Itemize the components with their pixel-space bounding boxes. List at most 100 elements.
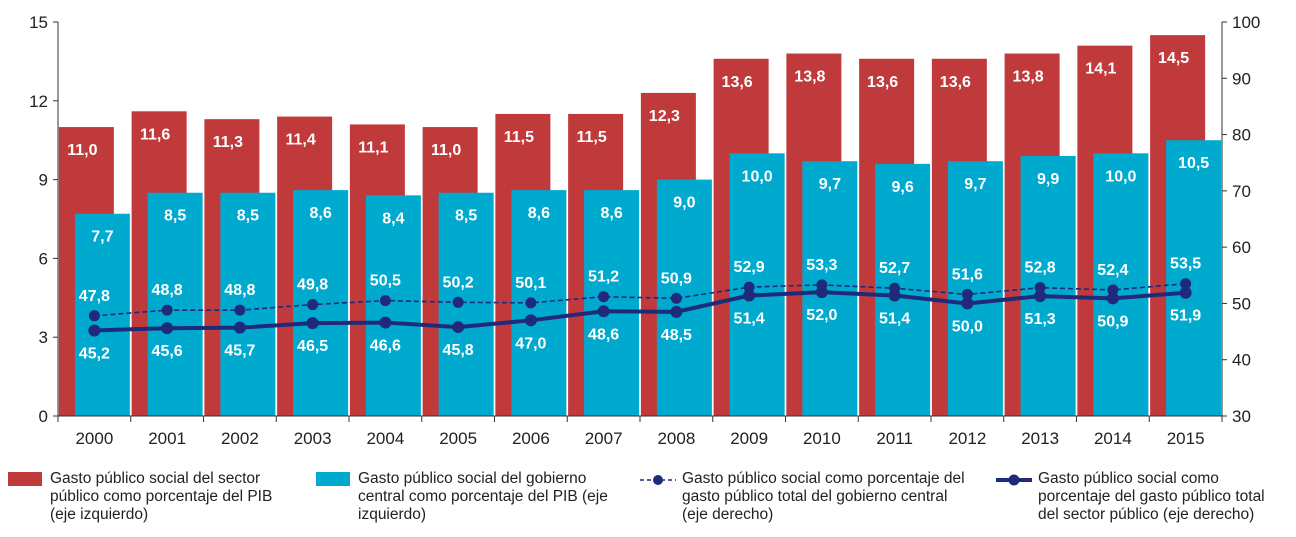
data-label-red: 11,4 <box>285 132 315 149</box>
data-label-red: 12,3 <box>649 108 680 125</box>
point-dashed-series <box>743 281 755 293</box>
point-dashed-series <box>1180 278 1192 290</box>
data-label-cyan: 9,0 <box>673 195 695 212</box>
data-label-cyan: 8,5 <box>164 208 186 225</box>
point-solid-series <box>961 297 974 310</box>
data-label-cyan: 8,6 <box>310 205 332 222</box>
x-tick-label: 2009 <box>730 429 768 448</box>
point-dashed-series <box>88 310 100 322</box>
line-gobierno-central-dashed <box>94 282 1186 317</box>
data-label-red: 13,6 <box>722 74 753 91</box>
right-tick-label: 80 <box>1232 126 1251 145</box>
data-label-red: 14,1 <box>1085 61 1116 78</box>
data-label-dashed: 51,6 <box>952 266 983 283</box>
data-label-red: 13,6 <box>940 74 971 91</box>
bar-gobierno-central <box>220 192 276 416</box>
data-label-solid: 51,4 <box>734 311 765 328</box>
legend-item-cyan: Gasto público social del gobierno centra… <box>316 470 636 524</box>
data-label-cyan: 8,4 <box>382 210 404 227</box>
legend-label-red: Gasto público social del sector público … <box>50 470 273 523</box>
data-label-red: 13,6 <box>867 74 898 91</box>
x-tick-label: 2007 <box>585 429 623 448</box>
data-label-solid: 51,9 <box>1170 308 1201 325</box>
data-label-solid: 51,4 <box>879 311 910 328</box>
data-label-solid: 45,2 <box>79 345 110 362</box>
data-label-dashed: 48,8 <box>224 282 255 299</box>
x-tick-label: 2001 <box>148 429 186 448</box>
data-label-cyan: 7,7 <box>91 229 113 246</box>
data-label-solid: 48,6 <box>588 326 619 343</box>
point-dashed-series <box>307 299 319 311</box>
point-solid-series <box>452 321 465 334</box>
solid-line-marker-icon <box>996 474 1032 486</box>
right-tick-label: 70 <box>1232 182 1251 201</box>
line-sector-publico-solid <box>94 290 1186 333</box>
point-solid-series <box>379 316 392 329</box>
x-tick-label: 2015 <box>1167 429 1205 448</box>
point-solid-series <box>815 286 828 299</box>
left-tick-label: 0 <box>39 407 48 426</box>
point-solid-series <box>743 289 756 302</box>
right-tick-label: 100 <box>1232 13 1260 32</box>
data-label-dashed: 50,2 <box>443 274 474 291</box>
data-label-cyan: 10,5 <box>1178 155 1209 172</box>
point-dashed-series <box>1034 282 1046 294</box>
point-solid-series <box>1179 286 1192 299</box>
data-label-cyan: 9,7 <box>819 176 841 193</box>
data-label-cyan: 9,9 <box>1037 171 1059 188</box>
data-label-cyan: 10,0 <box>742 168 773 185</box>
bar-gobierno-central <box>1020 155 1076 416</box>
point-solid-series <box>1106 292 1119 305</box>
point-solid-series <box>1034 290 1047 303</box>
data-label-solid: 45,6 <box>152 343 183 360</box>
point-dashed-series <box>961 288 973 300</box>
right-tick-label: 50 <box>1232 294 1251 313</box>
combo-bar-line-chart: 0 3 6 9 12 15 30 40 50 60 70 80 90 100 2000 2001 2002 200… <box>29 13 1260 448</box>
data-label-dashed: 53,5 <box>1170 256 1201 273</box>
legend-label-cyan: Gasto público social del gobierno centra… <box>358 470 608 523</box>
data-label-cyan: 10,0 <box>1105 168 1136 185</box>
point-dashed-series <box>598 291 610 303</box>
data-label-red: 13,8 <box>1013 69 1044 86</box>
dashed-line-marker-icon <box>640 475 676 485</box>
point-dashed-series <box>452 296 464 308</box>
data-label-dashed: 51,2 <box>588 269 619 286</box>
left-tick-label: 12 <box>29 92 48 111</box>
data-label-solid: 46,5 <box>297 338 328 355</box>
point-dashed-series <box>1107 284 1119 296</box>
data-label-solid: 50,0 <box>952 318 983 335</box>
data-label-cyan: 9,6 <box>892 179 914 196</box>
x-tick-label: 2008 <box>657 429 695 448</box>
data-label-solid: 50,9 <box>1097 313 1128 330</box>
point-dashed-series <box>234 304 246 316</box>
x-tick-label: 2000 <box>75 429 113 448</box>
data-label-cyan: 9,7 <box>964 176 986 193</box>
bar-gobierno-central <box>438 192 494 416</box>
data-label-red: 11,3 <box>213 134 243 151</box>
legend: Gasto público social del sector público … <box>0 470 1296 537</box>
legend-label-dashed: Gasto público social como porcentaje del… <box>682 470 965 523</box>
legend-label-solid: Gasto público social como porcentaje del… <box>1038 470 1265 523</box>
data-label-dashed: 47,8 <box>79 288 110 305</box>
point-dashed-series <box>525 297 537 309</box>
bar-gobierno-central <box>365 195 421 416</box>
data-label-red: 11,5 <box>504 129 534 146</box>
left-tick-label: 3 <box>39 328 48 347</box>
data-label-solid: 47,0 <box>515 335 546 352</box>
right-tick-label: 40 <box>1232 351 1251 370</box>
data-label-solid: 45,7 <box>224 343 255 360</box>
point-solid-series <box>524 314 537 327</box>
point-dashed-series <box>379 295 391 307</box>
x-tick-label: 2006 <box>512 429 550 448</box>
data-label-solid: 52,0 <box>806 307 837 324</box>
data-label-dashed: 52,7 <box>879 260 910 277</box>
left-tick-label: 9 <box>39 171 48 190</box>
bar-gobierno-central <box>875 163 931 416</box>
bar-gobierno-central <box>729 153 785 417</box>
point-solid-series <box>888 289 901 302</box>
data-label-red: 11,0 <box>67 142 97 159</box>
x-tick-label: 2011 <box>876 429 913 448</box>
point-solid-series <box>233 321 246 334</box>
data-label-solid: 51,3 <box>1025 311 1056 328</box>
point-solid-series <box>88 324 101 337</box>
